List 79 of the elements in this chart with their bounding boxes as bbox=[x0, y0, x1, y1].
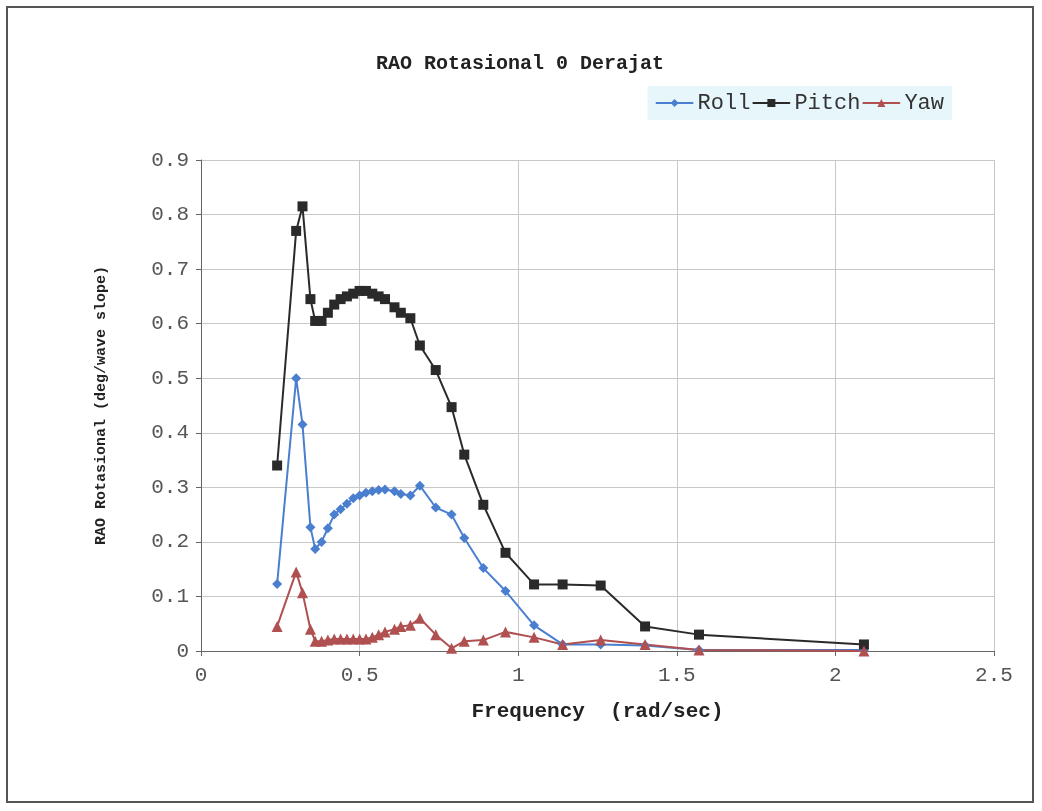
point bbox=[395, 307, 406, 318]
point bbox=[414, 340, 425, 351]
point bbox=[694, 629, 704, 640]
point bbox=[290, 566, 302, 578]
point bbox=[478, 563, 489, 574]
point bbox=[500, 547, 511, 558]
point bbox=[291, 225, 302, 236]
point bbox=[430, 365, 441, 376]
y-axis-title: RAO Rotasional (deg/wave slope) bbox=[93, 265, 110, 546]
y-tick-label: 0.6 bbox=[151, 312, 189, 336]
y-tick-label: 0.7 bbox=[151, 257, 189, 281]
point bbox=[322, 523, 333, 534]
y-tick-label: 0 bbox=[176, 639, 189, 663]
point bbox=[388, 623, 400, 635]
point bbox=[329, 509, 340, 520]
point bbox=[341, 498, 352, 509]
point bbox=[414, 612, 426, 624]
point bbox=[477, 634, 489, 646]
x-tick-label: 1 bbox=[511, 664, 525, 687]
point bbox=[446, 642, 458, 654]
x-tick-label: 2 bbox=[829, 664, 842, 687]
point bbox=[335, 504, 346, 515]
point bbox=[297, 201, 308, 212]
y-tick-label: 0.5 bbox=[151, 366, 189, 390]
point bbox=[405, 490, 416, 501]
point bbox=[316, 315, 327, 326]
legend-label: Pitch bbox=[794, 90, 861, 116]
point bbox=[459, 449, 470, 460]
chart-title: RAO Rotasional 0 Derajat bbox=[375, 51, 665, 75]
point bbox=[304, 623, 316, 635]
x-tick-label: 0 bbox=[194, 664, 208, 687]
point bbox=[430, 629, 442, 641]
point bbox=[316, 536, 327, 547]
y-tick-label: 0.9 bbox=[151, 148, 189, 172]
y-tick-label: 0.3 bbox=[151, 475, 189, 499]
point bbox=[297, 419, 308, 430]
point bbox=[310, 543, 321, 554]
legend-label: Yaw bbox=[904, 90, 944, 116]
point bbox=[389, 486, 400, 497]
point bbox=[360, 487, 371, 498]
point bbox=[529, 579, 540, 590]
point bbox=[322, 307, 333, 318]
point bbox=[354, 490, 365, 501]
point bbox=[271, 620, 283, 632]
point bbox=[404, 619, 416, 631]
point bbox=[528, 631, 540, 643]
point bbox=[459, 533, 470, 544]
point bbox=[305, 294, 316, 305]
point bbox=[478, 499, 489, 510]
point bbox=[446, 402, 457, 413]
point bbox=[640, 621, 651, 632]
point bbox=[557, 579, 568, 590]
x-tick-label: 2.5 bbox=[975, 664, 1013, 687]
y-tick-label: 0.1 bbox=[151, 584, 189, 608]
point bbox=[458, 635, 470, 647]
point bbox=[529, 620, 540, 631]
point bbox=[348, 493, 359, 504]
point bbox=[500, 626, 512, 638]
point bbox=[430, 502, 441, 513]
legend-label: Roll bbox=[697, 90, 751, 116]
point bbox=[305, 522, 316, 533]
point bbox=[379, 294, 390, 305]
point bbox=[500, 585, 511, 596]
x-axis-title: Frequency (rad/sec) bbox=[471, 700, 724, 723]
point bbox=[595, 634, 607, 646]
point bbox=[272, 578, 283, 589]
point bbox=[595, 580, 606, 591]
x-tick-label: 1.5 bbox=[657, 664, 696, 687]
y-tick-label: 0.2 bbox=[151, 530, 189, 554]
point bbox=[272, 460, 283, 471]
point bbox=[405, 313, 416, 324]
point bbox=[414, 480, 425, 491]
y-tick-label: 0.4 bbox=[151, 421, 189, 445]
point bbox=[858, 639, 869, 650]
point bbox=[297, 587, 308, 599]
y-tick-label: 0.8 bbox=[151, 203, 189, 227]
point bbox=[446, 509, 457, 520]
x-tick-label: 0.5 bbox=[340, 664, 379, 687]
point bbox=[395, 488, 406, 499]
